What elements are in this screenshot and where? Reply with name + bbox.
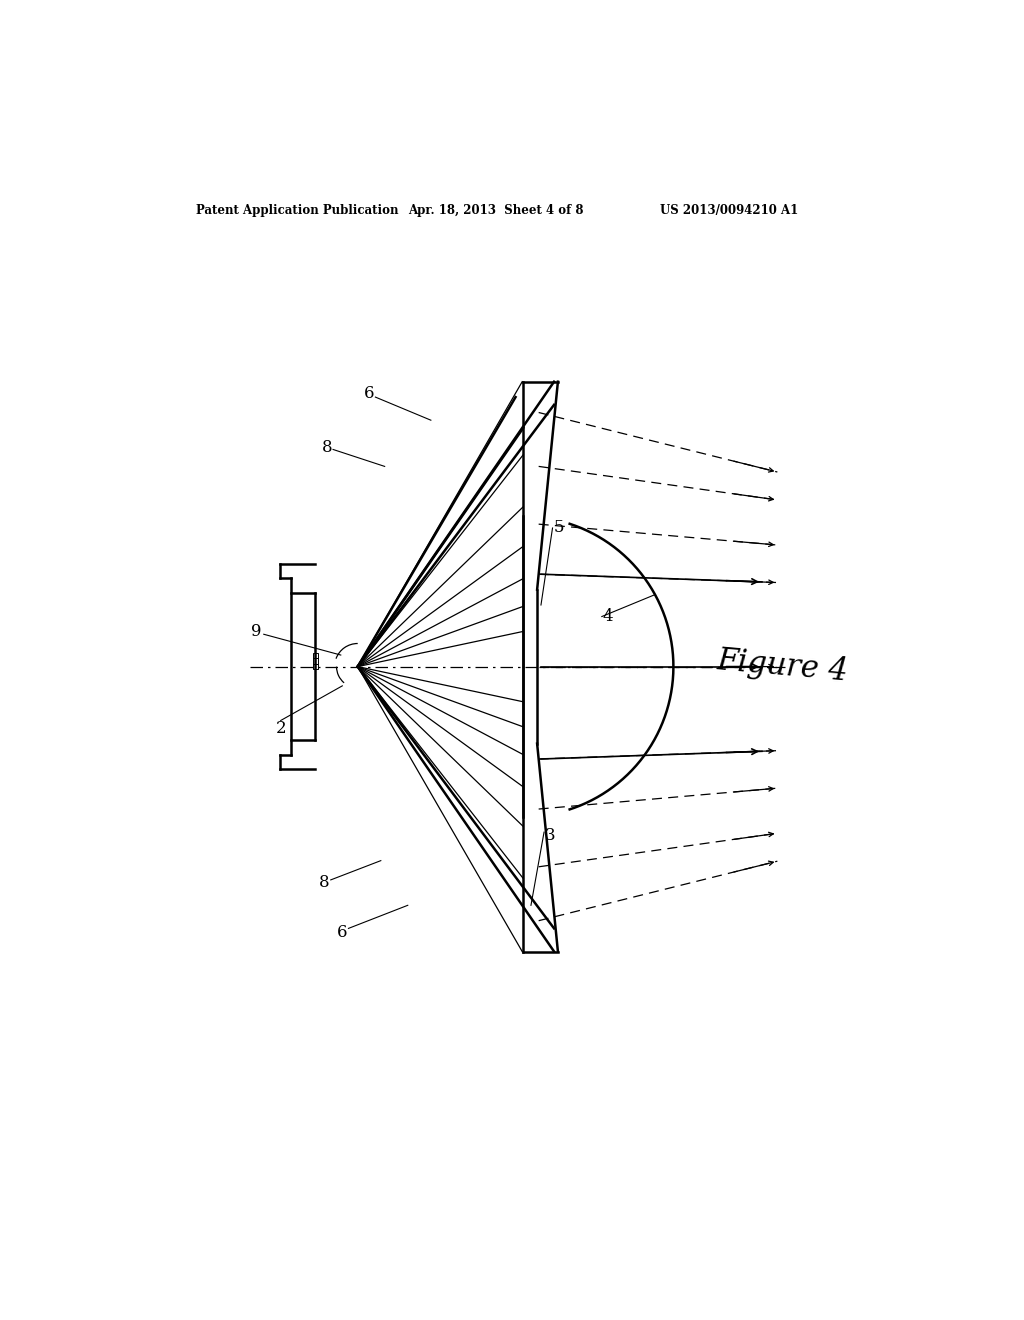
Text: US 2013/0094210 A1: US 2013/0094210 A1 — [660, 205, 799, 218]
Text: 8: 8 — [319, 874, 330, 891]
Text: 4: 4 — [603, 609, 613, 626]
Text: Patent Application Publication: Patent Application Publication — [196, 205, 398, 218]
Text: 5: 5 — [553, 520, 564, 536]
Text: 6: 6 — [364, 384, 375, 401]
Text: 6: 6 — [337, 924, 347, 941]
Text: 3: 3 — [545, 828, 556, 845]
Text: Apr. 18, 2013  Sheet 4 of 8: Apr. 18, 2013 Sheet 4 of 8 — [408, 205, 584, 218]
Bar — [313, 664, 317, 669]
Text: 8: 8 — [322, 438, 332, 455]
Text: 9: 9 — [251, 623, 261, 640]
Bar — [313, 659, 317, 664]
Text: 2: 2 — [275, 719, 286, 737]
Bar — [313, 653, 317, 659]
Text: Figure 4: Figure 4 — [716, 645, 850, 688]
